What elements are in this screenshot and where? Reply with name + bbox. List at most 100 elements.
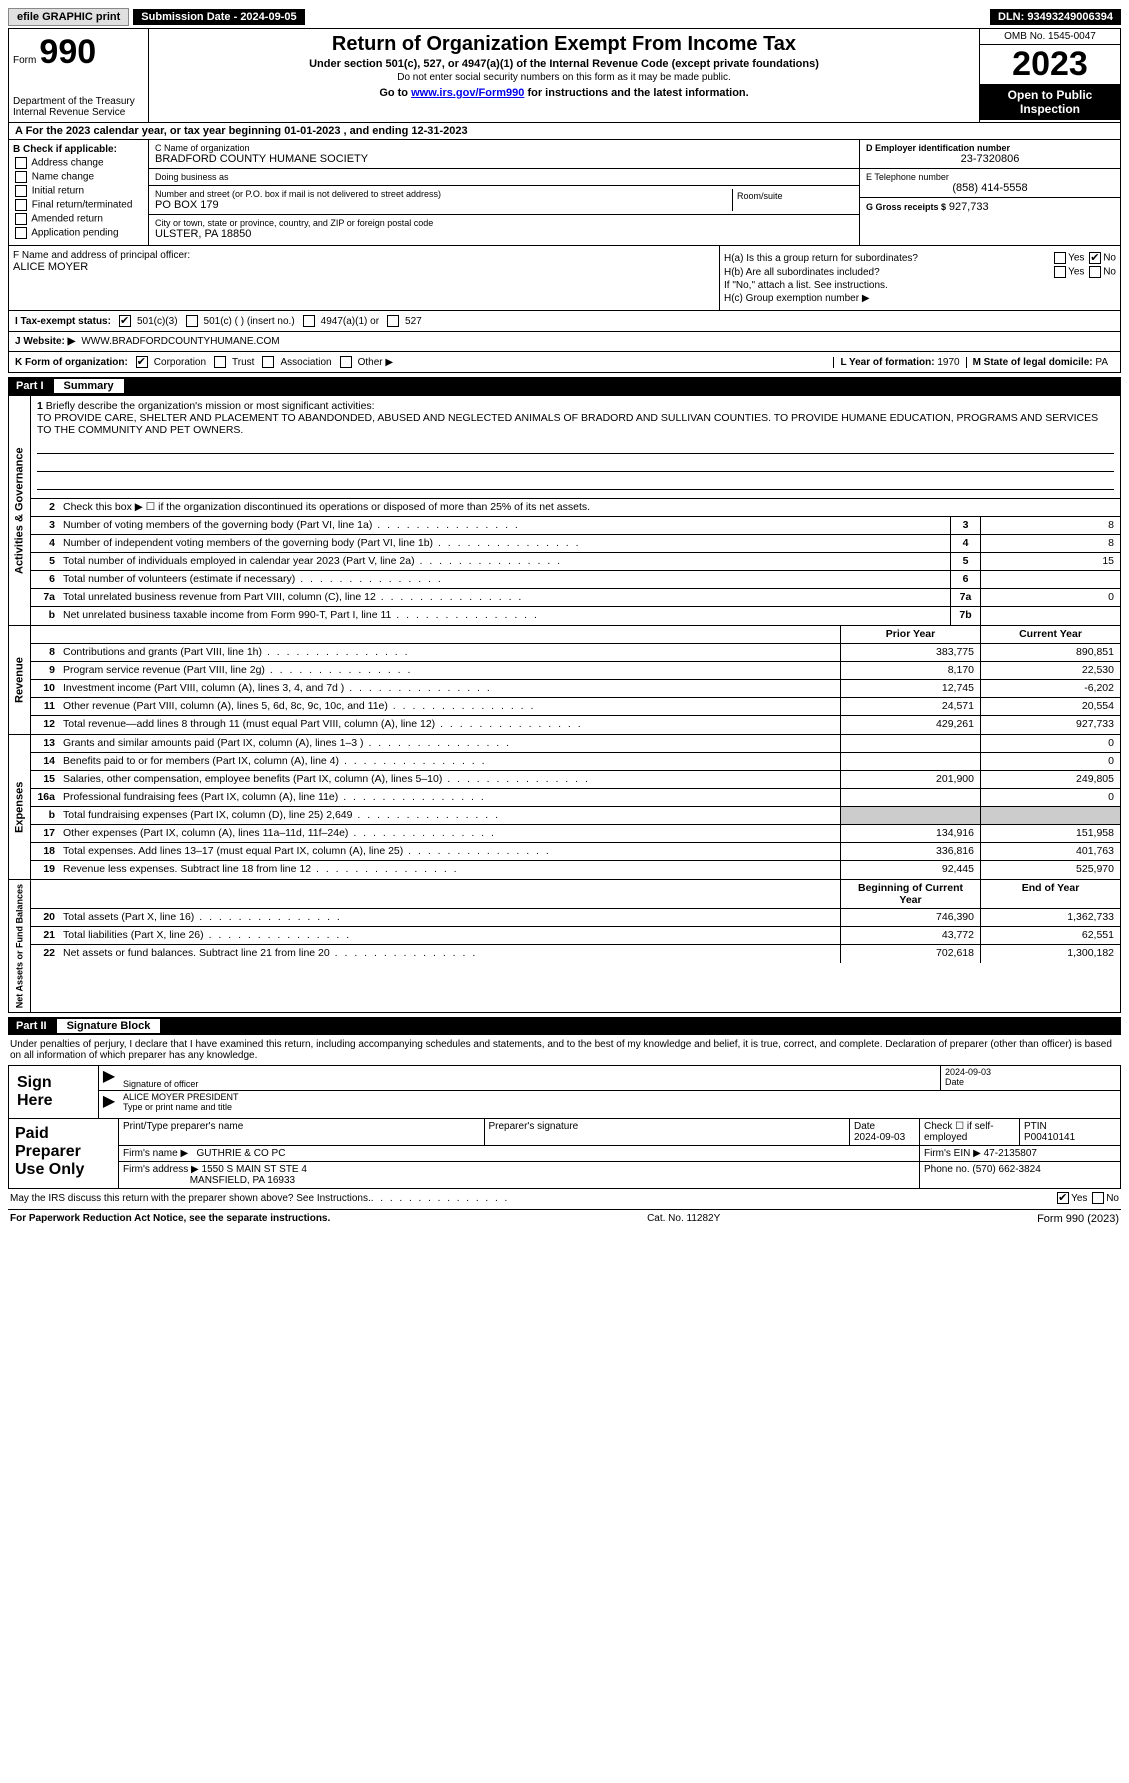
table-row: 5Total number of individuals employed in…	[31, 553, 1120, 571]
chk-527[interactable]	[387, 315, 399, 327]
side-netassets: Net Assets or Fund Balances	[9, 880, 31, 1012]
lbl-name-change: Name change	[32, 172, 94, 183]
chk-final-return[interactable]	[15, 199, 27, 211]
chk-amended[interactable]	[15, 213, 27, 225]
ha-no[interactable]	[1089, 252, 1101, 264]
hdr-beg-year: Beginning of Current Year	[840, 880, 980, 908]
chk-initial-return[interactable]	[15, 185, 27, 197]
part-i-header: Part I Summary	[8, 377, 1121, 395]
hdr-current-year: Current Year	[980, 626, 1120, 643]
firm-ein-label: Firm's EIN ▶	[924, 1148, 981, 1159]
ptin-value: P00410141	[1024, 1132, 1075, 1143]
row-klm: K Form of organization: Corporation Trus…	[8, 352, 1121, 373]
chk-assoc[interactable]	[262, 356, 274, 368]
officer-label: F Name and address of principal officer:	[13, 250, 715, 261]
side-expenses: Expenses	[9, 735, 31, 879]
table-row: bTotal fundraising expenses (Part IX, co…	[31, 807, 1120, 825]
table-row: 8Contributions and grants (Part VIII, li…	[31, 644, 1120, 662]
chk-app-pending[interactable]	[15, 227, 27, 239]
sig-officer-label: Signature of officer	[123, 1079, 936, 1089]
lbl-501c3: 501(c)(3)	[137, 316, 178, 327]
ha-yes[interactable]	[1054, 252, 1066, 264]
lbl-yes-2: Yes	[1068, 267, 1084, 278]
sig-name: ALICE MOYER PRESIDENT	[123, 1092, 1116, 1102]
line1-label: Briefly describe the organization's miss…	[46, 400, 375, 412]
ha-label: H(a) Is this a group return for subordin…	[724, 253, 918, 264]
subtitle-2: Do not enter social security numbers on …	[157, 72, 971, 83]
chk-501c[interactable]	[186, 315, 198, 327]
submission-date: Submission Date - 2024-09-05	[133, 9, 304, 25]
sig-date: 2024-09-03	[945, 1067, 1116, 1077]
lbl-amended: Amended return	[31, 214, 103, 225]
org-name: BRADFORD COUNTY HUMANE SOCIETY	[155, 153, 853, 165]
prep-date: 2024-09-03	[854, 1132, 905, 1143]
city-value: ULSTER, PA 18850	[155, 228, 853, 240]
prep-name-label: Print/Type preparer's name	[123, 1121, 243, 1132]
phone-label: E Telephone number	[866, 172, 1114, 182]
chk-address-change[interactable]	[15, 157, 27, 169]
l-value: 1970	[937, 357, 959, 368]
lbl-other: Other ▶	[358, 357, 393, 368]
phone-value: (858) 414-5558	[866, 182, 1114, 194]
lbl-527: 527	[405, 316, 422, 327]
form-number: 990	[39, 33, 96, 71]
box-c: C Name of organization BRADFORD COUNTY H…	[149, 140, 860, 245]
firm-ein: 47-2135807	[984, 1148, 1037, 1159]
table-row: 9Program service revenue (Part VIII, lin…	[31, 662, 1120, 680]
side-governance: Activities & Governance	[9, 396, 31, 625]
prep-sig-label: Preparer's signature	[489, 1121, 579, 1132]
m-value: PA	[1095, 357, 1108, 368]
table-row: bNet unrelated business taxable income f…	[31, 607, 1120, 625]
chk-501c3[interactable]	[119, 315, 131, 327]
part-i-num: Part I	[16, 380, 54, 392]
ein-label: D Employer identification number	[866, 143, 1114, 153]
lbl-app-pending: Application pending	[31, 228, 118, 239]
discuss-yes[interactable]	[1057, 1192, 1069, 1204]
m-label: M State of legal domicile:	[973, 357, 1093, 368]
ein-value: 23-7320806	[866, 153, 1114, 165]
table-row: 3Number of voting members of the governi…	[31, 517, 1120, 535]
firm-phone: (570) 662-3824	[972, 1164, 1040, 1175]
section-governance: Activities & Governance 1 Briefly descri…	[8, 395, 1121, 626]
chk-corp[interactable]	[136, 356, 148, 368]
form-label: Form	[13, 55, 36, 66]
chk-name-change[interactable]	[15, 171, 27, 183]
chk-trust[interactable]	[214, 356, 226, 368]
sign-here-label: Sign Here	[9, 1066, 99, 1118]
footer-mid: Cat. No. 11282Y	[647, 1213, 720, 1225]
chk-other[interactable]	[340, 356, 352, 368]
part-ii-num: Part II	[16, 1020, 57, 1032]
form-header: Form 990 Department of the Treasury Inte…	[8, 28, 1121, 123]
status-label: I Tax-exempt status:	[15, 316, 111, 327]
table-row: 21Total liabilities (Part X, line 26)43,…	[31, 927, 1120, 945]
part-ii-header: Part II Signature Block	[8, 1017, 1121, 1035]
firm-addr1: 1550 S MAIN ST STE 4	[202, 1164, 307, 1175]
discuss-no[interactable]	[1092, 1192, 1104, 1204]
line2: Check this box ▶ ☐ if the organization d…	[59, 499, 1120, 516]
firm-phone-label: Phone no.	[924, 1164, 970, 1175]
signature-intro: Under penalties of perjury, I declare th…	[8, 1035, 1121, 1065]
side-revenue: Revenue	[9, 626, 31, 734]
irs-link[interactable]: www.irs.gov/Form990	[411, 87, 524, 99]
efile-print-button[interactable]: efile GRAPHIC print	[8, 8, 129, 26]
box-deg: D Employer identification number 23-7320…	[860, 140, 1120, 245]
mission-text: TO PROVIDE CARE, SHELTER AND PLACEMENT T…	[37, 412, 1098, 436]
hdr-end-year: End of Year	[980, 880, 1120, 908]
table-row: 20Total assets (Part X, line 16)746,3901…	[31, 909, 1120, 927]
section-revenue: Revenue Prior YearCurrent Year 8Contribu…	[8, 626, 1121, 735]
goto-post: for instructions and the latest informat…	[524, 87, 748, 99]
table-row: 17Other expenses (Part IX, column (A), l…	[31, 825, 1120, 843]
sign-here-block: Sign Here ▶ Signature of officer 2024-09…	[8, 1065, 1121, 1119]
chk-4947[interactable]	[303, 315, 315, 327]
omb-number: OMB No. 1545-0047	[980, 29, 1120, 45]
hb-note: If "No," attach a list. See instructions…	[724, 280, 888, 291]
paid-preparer-label: Paid Preparer Use Only	[9, 1119, 119, 1188]
k-label: K Form of organization:	[15, 357, 128, 368]
gross-label: G Gross receipts $	[866, 202, 946, 212]
hb-yes[interactable]	[1054, 266, 1066, 278]
paid-preparer-block: Paid Preparer Use Only Print/Type prepar…	[8, 1119, 1121, 1189]
line1-num: 1	[37, 400, 43, 412]
hb-no[interactable]	[1089, 266, 1101, 278]
hb-label: H(b) Are all subordinates included?	[724, 267, 880, 278]
discuss-yes-label: Yes	[1071, 1193, 1087, 1204]
